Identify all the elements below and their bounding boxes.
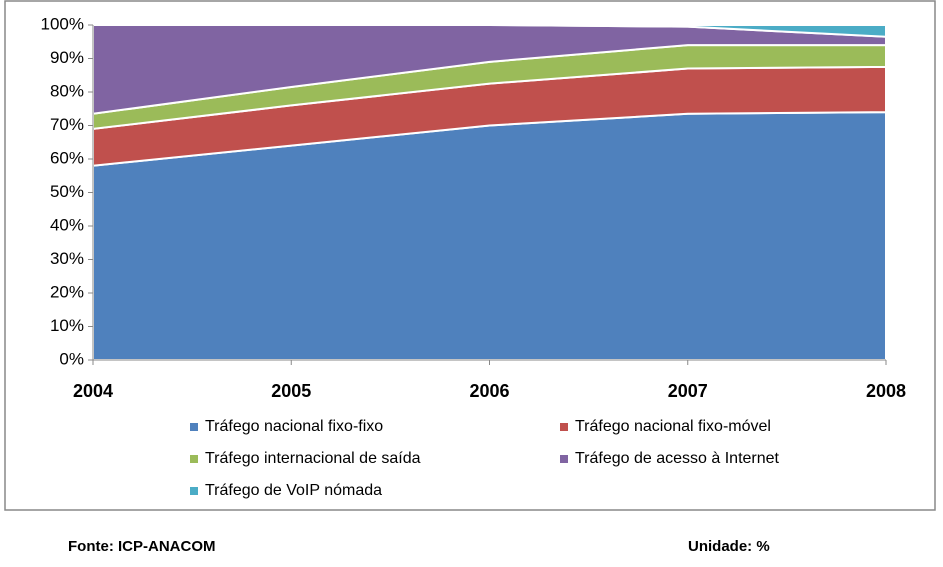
y-tick-label: 30% bbox=[50, 249, 84, 268]
legend-label: Tráfego de acesso à Internet bbox=[575, 450, 780, 467]
y-tick-label: 60% bbox=[50, 148, 84, 167]
unit: Unidade: % bbox=[688, 538, 770, 555]
legend-swatch bbox=[560, 423, 568, 431]
x-tick-label: 2006 bbox=[469, 381, 509, 401]
y-tick-label: 20% bbox=[50, 282, 84, 301]
legend-label: Tráfego nacional fixo-móvel bbox=[575, 418, 771, 435]
y-tick-label: 80% bbox=[50, 81, 84, 100]
y-tick-label: 0% bbox=[59, 349, 84, 368]
legend-label: Tráfego internacional de saída bbox=[205, 450, 421, 467]
y-tick-label: 70% bbox=[50, 115, 84, 134]
legend-label: Tráfego de VoIP nómada bbox=[205, 482, 382, 499]
y-tick-label: 90% bbox=[50, 48, 84, 67]
area bbox=[93, 24, 887, 38]
legend-label: Tráfego nacional fixo-fixo bbox=[205, 418, 383, 435]
legend-swatch bbox=[190, 455, 198, 463]
y-tick-label: 40% bbox=[50, 215, 84, 234]
legend-swatch bbox=[190, 423, 198, 431]
y-tick-label: 100% bbox=[41, 14, 84, 33]
y-tick-label: 50% bbox=[50, 182, 84, 201]
y-tick-label: 10% bbox=[50, 316, 84, 335]
legend-swatch bbox=[560, 455, 568, 463]
x-tick-label: 2004 bbox=[73, 381, 113, 401]
source: Fonte: ICP-ANACOM bbox=[68, 538, 215, 555]
x-tick-label: 2005 bbox=[271, 381, 311, 401]
legend-swatch bbox=[190, 487, 198, 495]
x-tick-label: 2008 bbox=[866, 381, 906, 401]
x-tick-label: 2007 bbox=[668, 381, 708, 401]
